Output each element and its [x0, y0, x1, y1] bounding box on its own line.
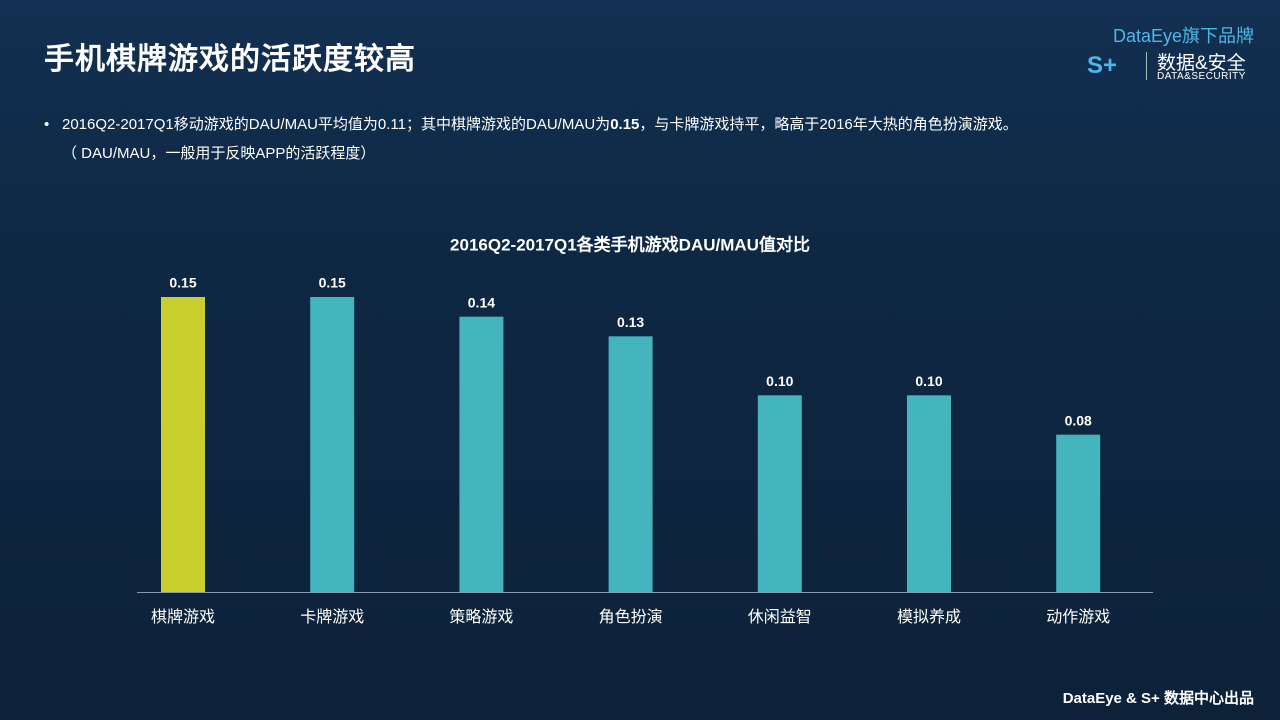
bullet-text: ，与卡牌游戏持平，略高于2016年大热的角色扮演游戏。	[639, 116, 1018, 133]
slide-title: 手机棋牌游戏的活跃度较高	[44, 43, 416, 76]
bar	[459, 316, 504, 592]
x-tick-label: 卡牌游戏	[300, 608, 364, 626]
value-label: 0.10	[766, 373, 793, 389]
bullet-note: （ DAU/MAU，一般用于反映APP的活跃程度）	[44, 139, 1018, 168]
bar	[1056, 434, 1101, 592]
logo-mark: S+	[1087, 52, 1118, 79]
bar	[907, 395, 951, 592]
value-label: 0.13	[617, 314, 644, 330]
x-tick-label: 模拟养成	[897, 608, 961, 626]
bar	[608, 336, 653, 592]
value-label: 0.14	[468, 294, 495, 310]
x-tick-label: 动作游戏	[1046, 608, 1110, 626]
bullet-highlight: 0.15	[610, 116, 640, 133]
bullet-list: • 2016Q2-2017Q1移动游戏的DAU/MAU平均值为0.11；其中棋牌游…	[44, 110, 1018, 168]
logo-separator	[1146, 52, 1147, 80]
footer: DataEye & S+ 数据中心出品	[1062, 690, 1254, 707]
x-tick-label: 角色扮演	[599, 608, 663, 626]
bar	[161, 297, 205, 592]
bar	[310, 297, 355, 592]
value-label: 0.10	[915, 373, 942, 389]
bullet: • 2016Q2-2017Q1移动游戏的DAU/MAU平均值为0.11；其中棋牌游…	[44, 110, 1018, 139]
bullet-dot: •	[44, 116, 50, 133]
logo-name-en: DATA&SECURITY	[1157, 71, 1246, 82]
bar	[757, 395, 802, 592]
value-label: 0.15	[169, 275, 196, 291]
chart-title: 2016Q2-2017Q1各类手机游戏DAU/MAU值对比	[450, 234, 810, 254]
x-tick-label: 休闲益智	[748, 608, 812, 626]
value-label: 0.08	[1065, 412, 1092, 428]
logo-brand: DataEye旗下品牌	[1112, 26, 1254, 46]
x-tick-label: 策略游戏	[449, 608, 513, 626]
bullet-text: 2016Q2-2017Q1移动游戏的DAU/MAU平均值为0.11；其中棋牌游戏…	[62, 116, 611, 133]
x-tick-label: 棋牌游戏	[151, 608, 215, 626]
bullet-text: （ DAU/MAU，一般用于反映APP的活跃程度）	[62, 145, 376, 162]
logo-name: 数据&安全	[1157, 53, 1246, 74]
value-label: 0.15	[319, 275, 346, 291]
